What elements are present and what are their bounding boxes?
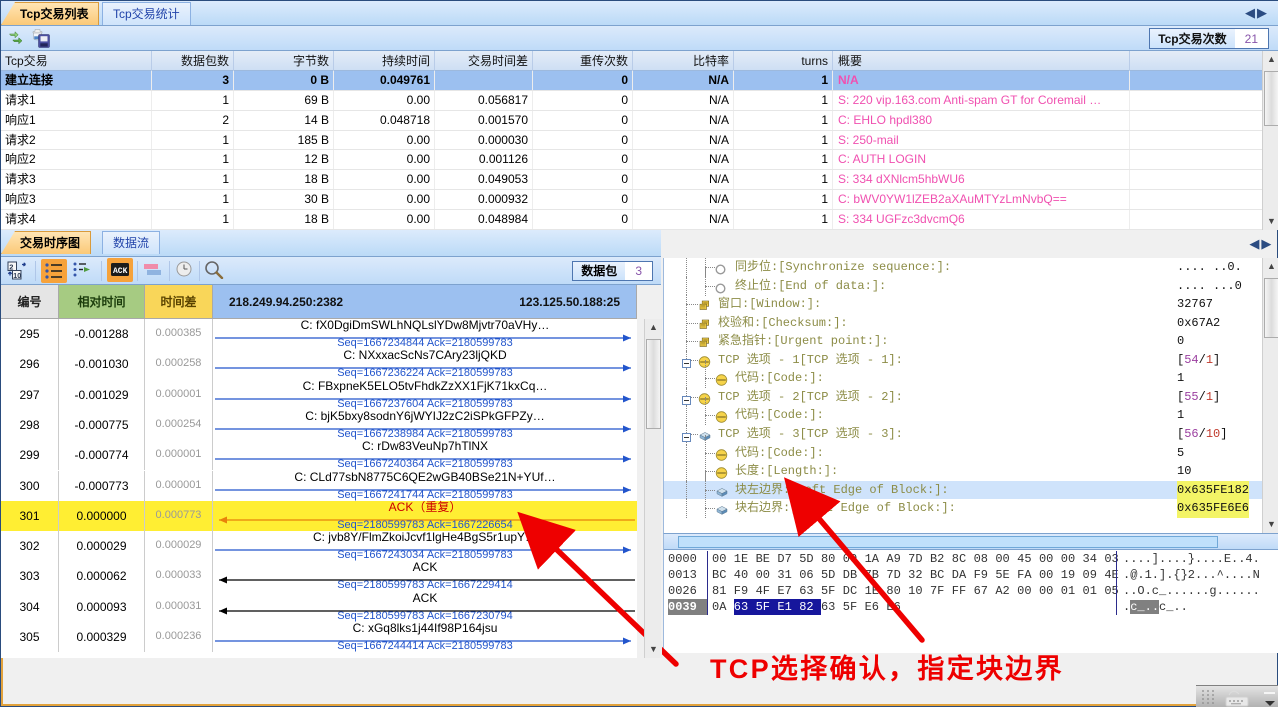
svg-text:ACK: ACK — [113, 267, 128, 276]
svg-text:10: 10 — [13, 273, 21, 280]
svg-text:2: 2 — [9, 262, 13, 271]
